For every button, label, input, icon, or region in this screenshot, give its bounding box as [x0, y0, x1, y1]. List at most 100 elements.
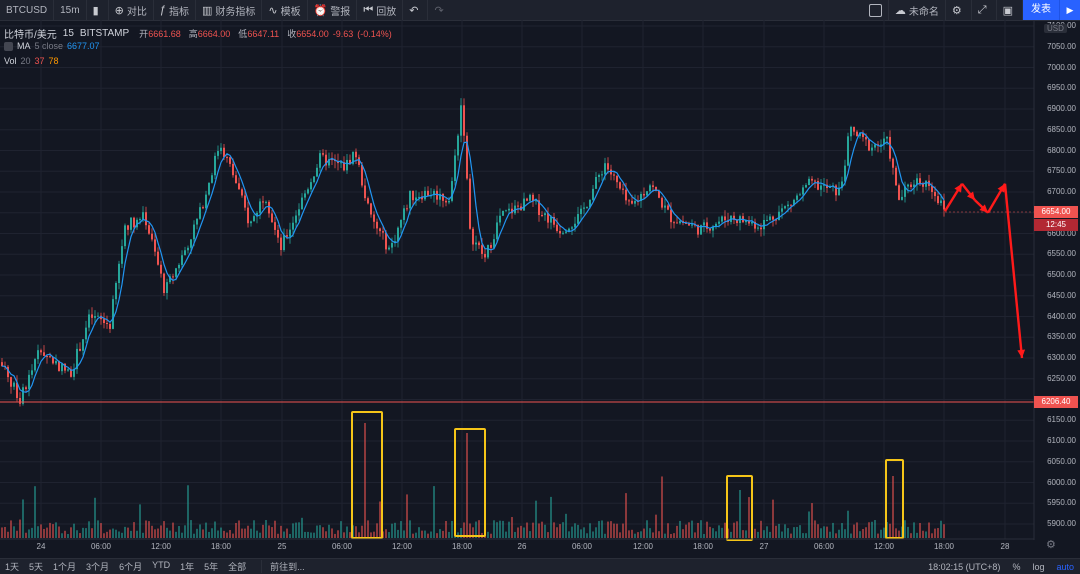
- annotation-box[interactable]: [454, 428, 486, 537]
- price-label: 6000.00: [1047, 477, 1076, 487]
- volume-bar: [691, 520, 693, 538]
- candle-body: [862, 132, 864, 138]
- layout-button[interactable]: [863, 0, 889, 20]
- symbol-legend: 比特币/美元 15 BITSTAMP 开 6661.68 高 6664.00 低 66…: [4, 26, 396, 41]
- interval-button[interactable]: 15m: [54, 0, 87, 20]
- range-button[interactable]: 1天: [5, 562, 20, 572]
- snapshot-button[interactable]: ▣: [997, 0, 1023, 20]
- volume-bar: [43, 528, 45, 538]
- volume-bar: [211, 528, 213, 538]
- volume-bar: [718, 525, 720, 538]
- volume-bar: [397, 529, 399, 538]
- range-button[interactable]: 6个月: [119, 562, 143, 572]
- volume-bar: [82, 527, 84, 538]
- candle-body: [184, 250, 186, 256]
- volume-bar: [877, 533, 879, 538]
- cloud-icon: ☁: [894, 4, 906, 17]
- range-button[interactable]: 1个月: [53, 562, 77, 572]
- axis-settings-icon[interactable]: ⚙: [1046, 539, 1056, 551]
- volume-bar: [46, 527, 48, 538]
- volume-bar: [406, 494, 408, 538]
- annotation-box[interactable]: [726, 475, 753, 541]
- volume-bar: [784, 524, 786, 538]
- close-value: 6654.00: [296, 28, 329, 39]
- layout-name-button[interactable]: ☁ 未命名: [889, 0, 946, 20]
- volume-bar: [313, 532, 315, 538]
- ma-legend[interactable]: MA 5 close 6677.07: [4, 41, 100, 51]
- volume-bar: [460, 527, 462, 538]
- candle-body: [502, 210, 504, 216]
- time-label: 18:00: [451, 542, 473, 551]
- volume-bar: [1, 527, 3, 538]
- volume-bar: [310, 532, 312, 538]
- annotation-box[interactable]: [885, 459, 904, 539]
- volume-bar: [658, 531, 660, 538]
- candle-body: [37, 350, 39, 360]
- candle-body: [844, 165, 846, 182]
- range-button[interactable]: 5天: [29, 562, 44, 572]
- volume-bar: [184, 525, 186, 538]
- candle-body: [226, 157, 228, 159]
- symbol-search[interactable]: BTCUSD: [0, 0, 55, 20]
- candle-body: [406, 208, 408, 210]
- candle-body: [610, 169, 612, 175]
- fullscreen-button[interactable]: ⤢: [972, 0, 997, 20]
- range-button[interactable]: 3个月: [86, 562, 110, 572]
- candle-body: [79, 348, 81, 351]
- volume-bar: [496, 522, 498, 538]
- candle-body: [931, 185, 933, 192]
- range-button[interactable]: YTD: [152, 560, 171, 570]
- volume-bar: [517, 527, 519, 538]
- chart-type-button[interactable]: ▮: [87, 0, 109, 20]
- volume-bar: [241, 528, 243, 538]
- volume-bar: [697, 522, 699, 538]
- annotation-box[interactable]: [351, 411, 383, 539]
- indicators-button[interactable]: ƒ 指标: [154, 0, 196, 20]
- financials-button[interactable]: ▥ 财务指标: [196, 0, 263, 20]
- play-button[interactable]: ▶: [1059, 0, 1080, 20]
- candle-body: [448, 200, 450, 203]
- volume-bar: [577, 524, 579, 538]
- auto-toggle[interactable]: auto: [1056, 561, 1074, 572]
- volume-bar: [334, 533, 336, 538]
- goto-date-button[interactable]: 前往到...: [261, 560, 305, 573]
- volume-bar: [514, 531, 516, 538]
- projection-segment[interactable]: [1003, 183, 1024, 359]
- compare-button[interactable]: ⊕ 对比: [109, 0, 154, 20]
- candle-body: [553, 216, 555, 225]
- settings-button[interactable]: ⚙: [946, 0, 972, 20]
- countdown-tag: 12:45: [1034, 219, 1078, 231]
- volume-bar: [118, 531, 120, 538]
- candle-body: [472, 228, 474, 245]
- clock[interactable]: 18:02:15 (UTC+8): [928, 561, 1001, 572]
- volume-legend[interactable]: Vol 20 37 78: [4, 56, 59, 66]
- candle-body: [400, 219, 402, 228]
- template-button[interactable]: ∿ 模板: [262, 0, 308, 20]
- replay-button[interactable]: ⏮ 回放: [357, 0, 404, 20]
- candle-body: [43, 352, 45, 356]
- candle-body: [874, 144, 876, 148]
- range-button[interactable]: 5年: [204, 562, 219, 572]
- undo-button[interactable]: ↶: [403, 0, 429, 20]
- volume-bar: [508, 521, 510, 538]
- candle-body: [433, 190, 435, 196]
- redo-button[interactable]: ↷: [428, 0, 452, 20]
- percent-toggle[interactable]: %: [1012, 561, 1021, 572]
- volume-bar: [463, 522, 465, 538]
- log-toggle[interactable]: log: [1032, 561, 1045, 572]
- chart-canvas[interactable]: [0, 20, 1080, 558]
- volume-bar: [580, 529, 582, 538]
- volume-bar: [391, 523, 393, 538]
- currency-tag[interactable]: USD: [1044, 24, 1067, 33]
- collapse-icon[interactable]: [4, 41, 13, 51]
- candle-body: [499, 215, 501, 223]
- range-button[interactable]: 全部: [228, 562, 247, 572]
- ma-name: MA: [17, 41, 31, 51]
- candle-body: [247, 207, 249, 224]
- range-button[interactable]: 1年: [180, 562, 195, 572]
- volume-bar: [790, 533, 792, 538]
- alert-button[interactable]: ⏰ 警报: [308, 0, 358, 20]
- volume-bar: [322, 527, 324, 538]
- publish-button[interactable]: 发表: [1023, 0, 1059, 20]
- candle-body: [82, 339, 84, 351]
